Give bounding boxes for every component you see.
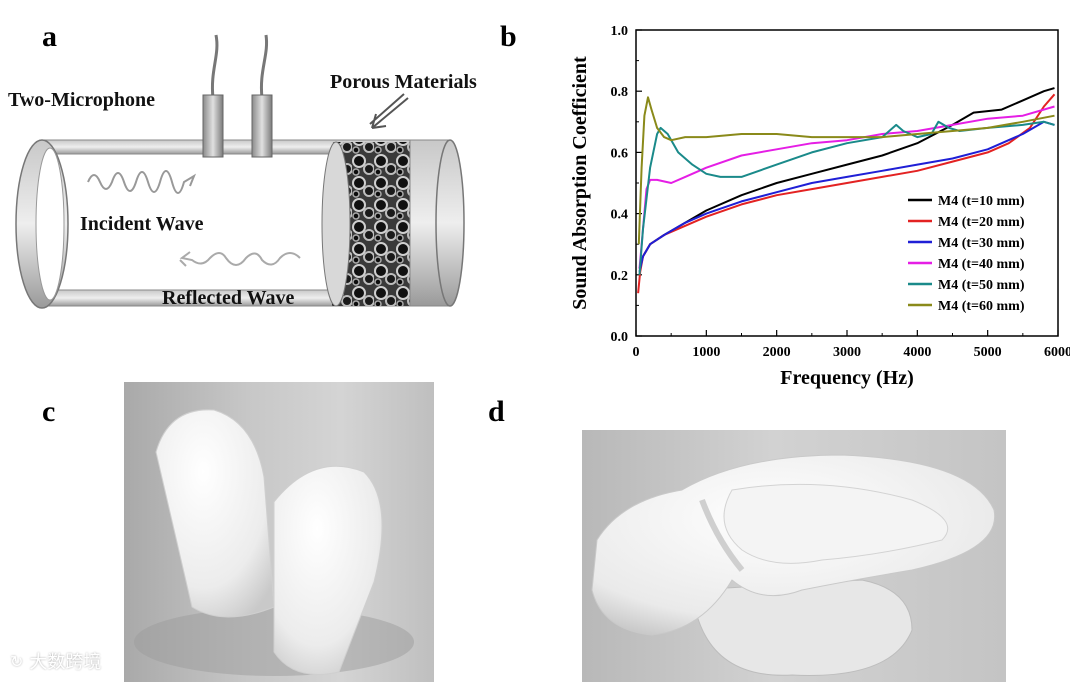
ear-model-base (691, 579, 913, 676)
impedance-tube-diagram: Two-Microphone Porous Materials Incident… (8, 34, 477, 309)
legend-label-6: M4 (t=60 mm) (938, 299, 1025, 314)
y-tick-label: 0.2 (611, 269, 629, 284)
y-tick-label: 0.6 (611, 146, 629, 161)
porous-arrow (369, 93, 409, 129)
legend-label-1: M4 (t=10 mm) (938, 194, 1025, 209)
x-tick-label: 1000 (692, 345, 720, 360)
legend-label-5: M4 (t=50 mm) (938, 278, 1025, 293)
panel-label-a: a (42, 20, 57, 53)
y-axis-label: Sound Absorption Coefficient (569, 56, 591, 310)
panel-label-c: c (42, 395, 56, 428)
microphone-1 (202, 34, 224, 158)
y-tick-label: 0.8 (611, 85, 629, 100)
reflected-wave-icon (179, 251, 301, 267)
x-tick-label: 5000 (974, 345, 1002, 360)
microphone-2 (251, 34, 273, 158)
label-porous-materials: Porous Materials (330, 71, 477, 93)
x-tick-label: 4000 (903, 345, 931, 360)
legend-label-2: M4 (t=20 mm) (938, 215, 1025, 230)
legend-label-4: M4 (t=40 mm) (938, 257, 1025, 272)
label-incident-wave: Incident Wave (80, 213, 204, 235)
incident-wave-icon (87, 170, 197, 194)
legend-label-3: M4 (t=30 mm) (938, 236, 1025, 251)
series-line-6 (637, 96, 1055, 245)
x-tick-label: 6000 (1044, 345, 1070, 360)
label-reflected-wave: Reflected Wave (162, 287, 294, 309)
watermark-text: 大数跨境 (29, 652, 102, 673)
foam-plug-right (273, 465, 383, 675)
absorption-chart: 0 1000 2000 3000 4000 5000 6000 0.0 0.2 0.4 0.6 0.8… (569, 24, 1070, 389)
x-tick-label: 2000 (763, 345, 791, 360)
tube-right-end (435, 139, 465, 307)
panel-label-d: d (488, 395, 505, 428)
y-tick-label: 0.0 (611, 330, 629, 345)
label-two-microphone: Two-Microphone (8, 89, 155, 111)
y-tick-label: 0.4 (611, 208, 629, 223)
photo-ear-model (582, 430, 1006, 682)
series-line-3 (638, 120, 1055, 272)
photo-foam-plugs (124, 382, 434, 682)
watermark-logo-icon: ↻ (10, 651, 24, 671)
y-tick-label: 1.0 (611, 24, 629, 39)
foam-plug-left (155, 409, 275, 618)
x-tick-label: 0 (633, 345, 640, 360)
x-axis-label: Frequency (Hz) (780, 367, 914, 389)
panel-label-b: b (500, 20, 517, 53)
x-tick-label: 3000 (833, 345, 861, 360)
watermark: ↻ 大数跨境 (10, 648, 101, 674)
